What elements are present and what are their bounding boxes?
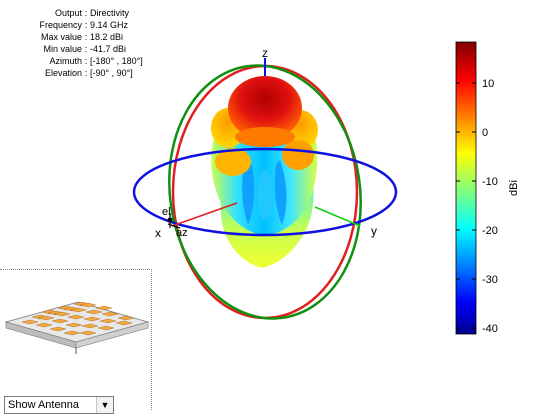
info-row-min: Min value: -41.7 dBi [43, 44, 127, 54]
origin-dot [167, 217, 173, 223]
pattern-surface [211, 76, 318, 268]
colorbar-tick-label: 0 [482, 127, 488, 139]
chevron-down-icon[interactable]: ▼ [96, 397, 113, 413]
antenna-array-icon [4, 301, 150, 354]
az-axis-marker [167, 223, 181, 229]
y-axis-label: y [371, 224, 377, 238]
antenna-inset[interactable] [0, 269, 152, 410]
colorbar-tick-label: -10 [482, 176, 498, 188]
colorbar-ticks [456, 82, 476, 329]
colorbar-tick-label: 10 [482, 78, 494, 90]
info-row-max: Max value:18.2 dBi [40, 32, 124, 42]
azimuth-ring [132, 147, 398, 237]
x-axis-label: x [155, 226, 161, 240]
x-axis-line [171, 202, 238, 227]
info-panel: Output: Directivity Frequency:9.14 GHz Ma… [0, 7, 143, 79]
colorbar-tick-label: -20 [482, 225, 498, 237]
colorbar-label: dBi [508, 180, 520, 196]
elevation-ring-green [168, 64, 362, 320]
colorbar-tick-label: -40 [482, 323, 498, 335]
info-row-output: Output: Directivity [54, 8, 130, 18]
colorbar [455, 41, 477, 335]
z-axis-label: z [262, 46, 268, 60]
az-label: az [176, 227, 188, 239]
info-row-elevation: Elevation: [-90° , 90°] [44, 68, 133, 78]
show-antenna-dropdown[interactable]: Show Antenna ▼ [4, 396, 114, 414]
info-row-frequency: Frequency:9.14 GHz [39, 20, 129, 30]
colorbar-tick-label: -30 [482, 274, 498, 286]
info-row-azimuth: Azimuth: [-180° , 180°] [49, 56, 143, 66]
el-label: el [162, 206, 171, 218]
dropdown-selected-label: Show Antenna [8, 399, 79, 411]
y-axis-line [314, 206, 361, 227]
